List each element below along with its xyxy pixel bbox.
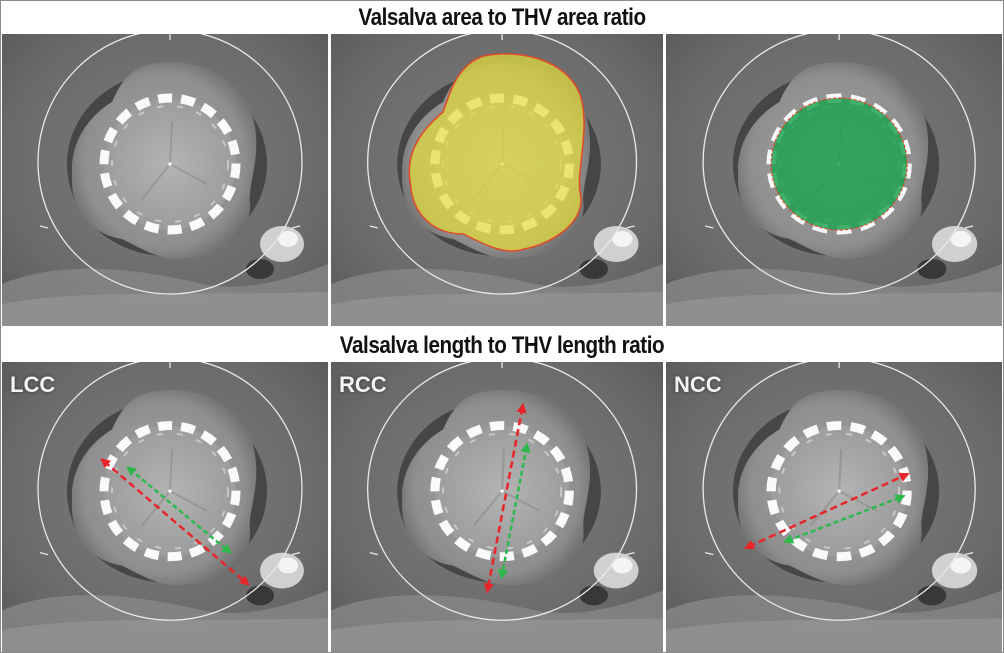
thv-area-overlay — [770, 97, 908, 231]
ct-panel-plain — [2, 34, 328, 326]
ct-panel-rcc: RCC — [331, 362, 663, 652]
ct-image-plain — [2, 34, 328, 326]
length-panel-row: LCC RCC NCC — [2, 362, 1002, 652]
ct-image-ncc — [666, 362, 1002, 652]
ct-image-rcc — [331, 362, 663, 652]
ct-panel-lcc: LCC — [2, 362, 328, 652]
cusp-label-ncc: NCC — [674, 372, 722, 397]
ct-image-valsalva-area — [331, 34, 663, 326]
thv-length-arrow — [498, 442, 531, 580]
thv-length-arrow — [126, 466, 232, 554]
ct-panel-thv-area — [666, 34, 1002, 326]
ct-panel-valsalva-area — [331, 34, 663, 326]
area-ratio-title: Valsalva area to THV area ratio — [358, 4, 646, 31]
ct-panel-ncc: NCC — [666, 362, 1002, 652]
area-panel-row — [2, 34, 1002, 326]
length-ratio-title: Valsalva length to THV length ratio — [339, 332, 665, 359]
cusp-label-rcc: RCC — [339, 372, 387, 397]
valsalva-length-arrow — [743, 472, 910, 550]
cusp-label-lcc: LCC — [10, 372, 56, 397]
ct-image-thv-area — [666, 34, 1002, 326]
ct-image-lcc — [2, 362, 328, 652]
valsalva-area-overlay — [408, 53, 585, 252]
thv-length-arrow — [782, 494, 906, 544]
